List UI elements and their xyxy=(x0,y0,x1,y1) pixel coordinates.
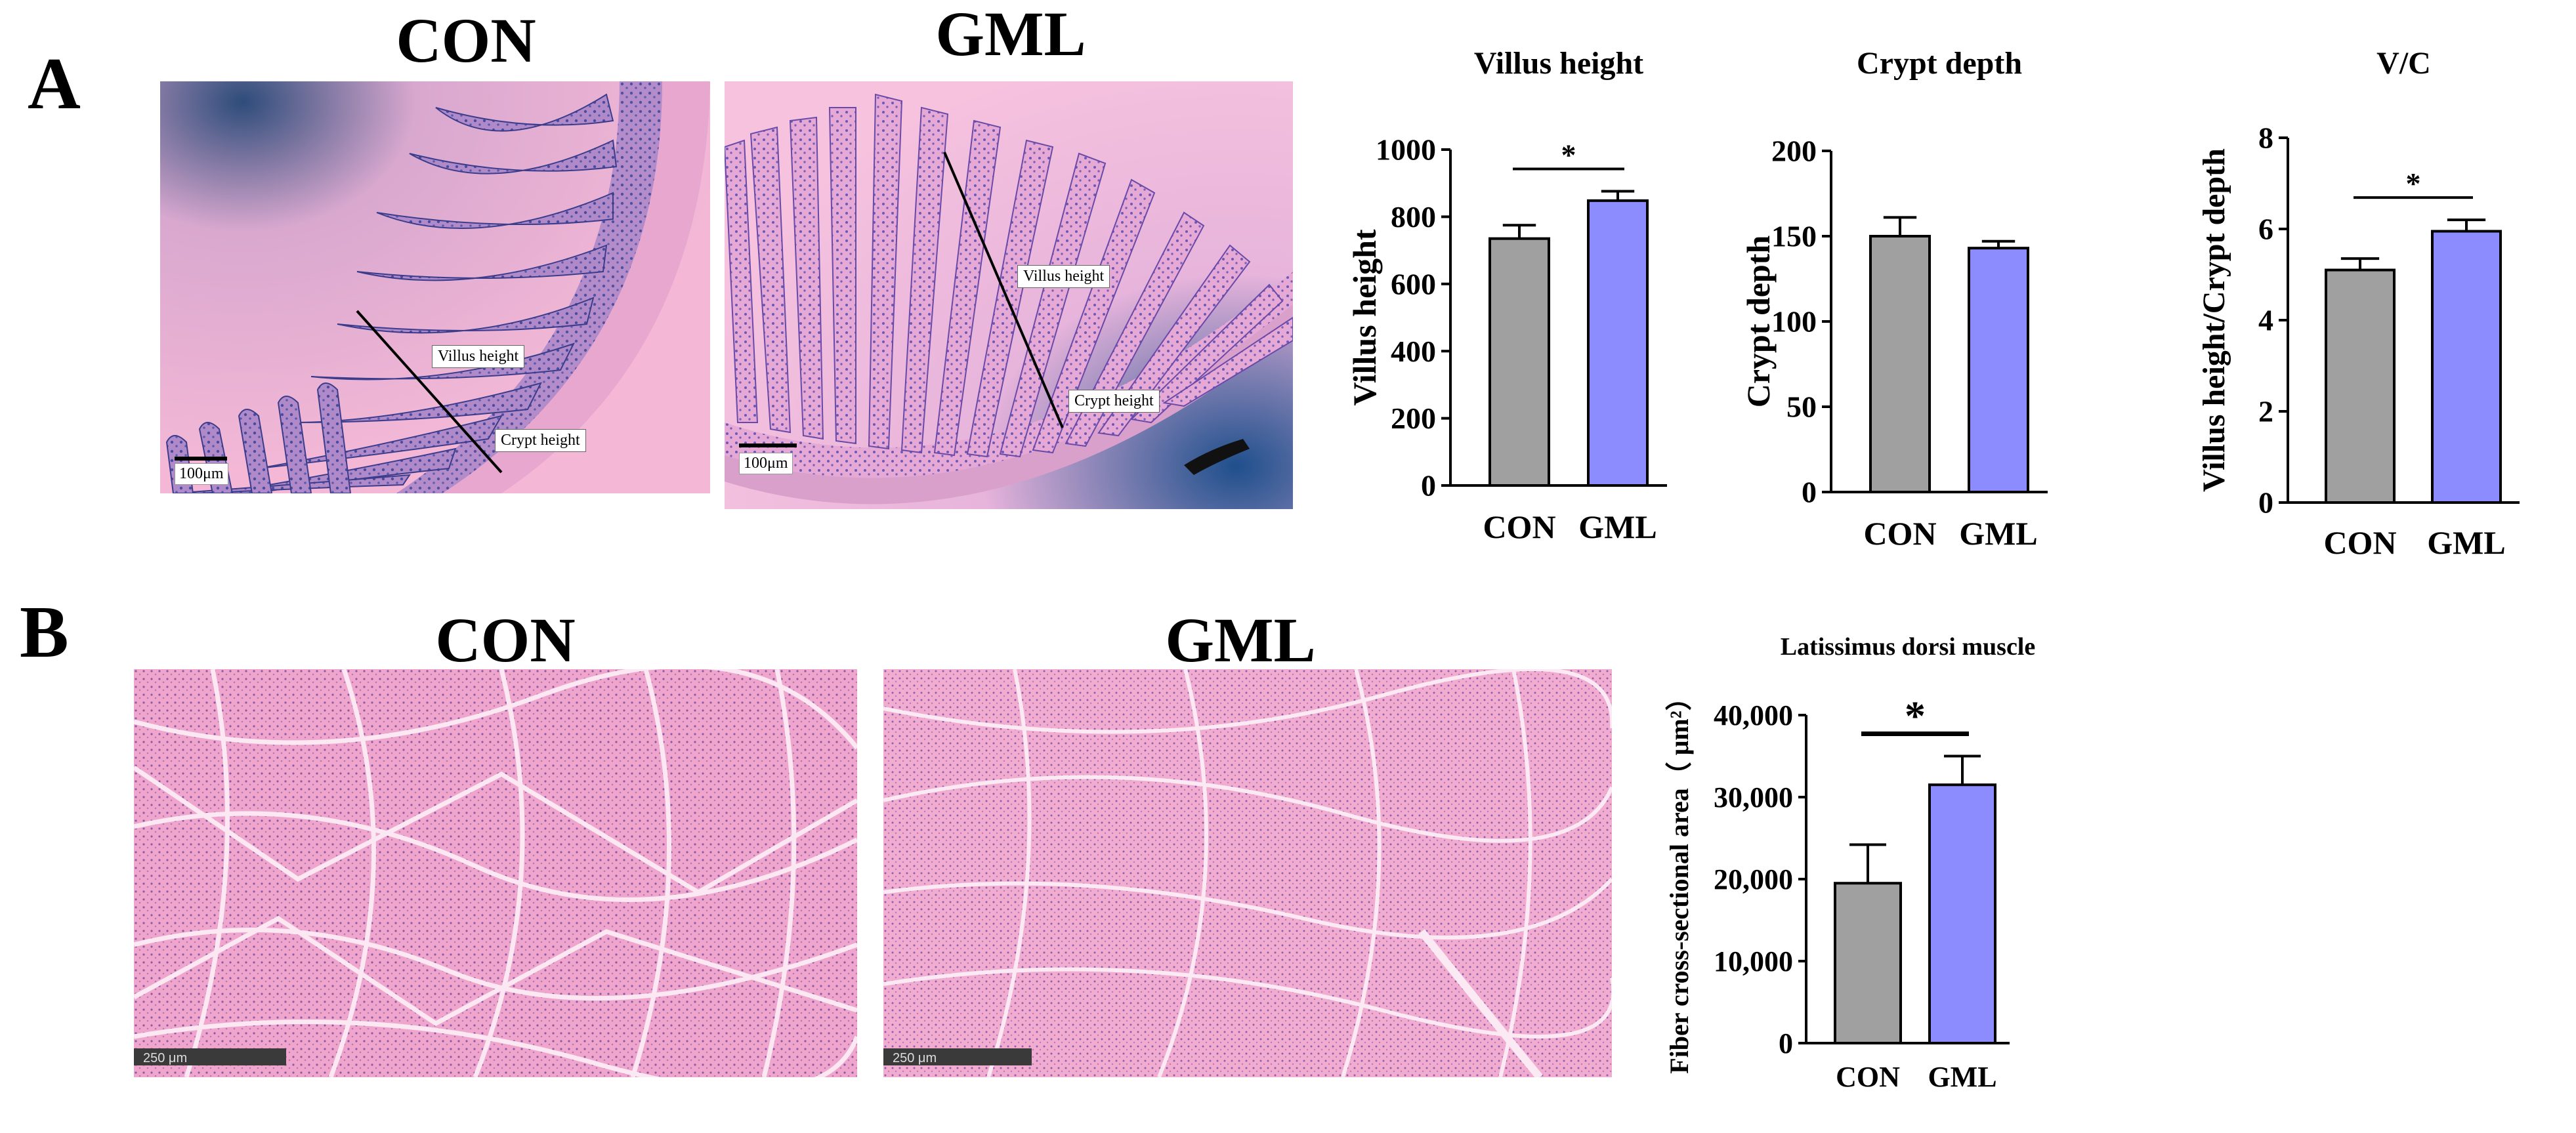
y-tick-label: 0 xyxy=(1421,469,1436,503)
significance-marker: * xyxy=(1905,693,1926,739)
bar-con xyxy=(1834,882,1902,1044)
annotation-crypt-height: Crypt height xyxy=(495,429,586,452)
panel-label-a: A xyxy=(28,43,81,125)
y-tick-label: 50 xyxy=(1786,390,1817,424)
y-tick-label: 800 xyxy=(1391,200,1436,234)
y-tick-label: 100 xyxy=(1771,305,1817,339)
bar-gml xyxy=(1928,783,1996,1044)
y-axis-label: Crypt depth xyxy=(1740,236,1777,408)
micrograph-gml-intestine: Villus height Crypt height 100μm xyxy=(725,81,1293,509)
y-axis-label: Villus height xyxy=(1346,229,1383,405)
x-tick-label: GML xyxy=(1928,1061,1996,1093)
image-title-con-a: CON xyxy=(396,5,536,75)
y-tick-label: 200 xyxy=(1771,134,1817,168)
significance-marker: * xyxy=(1561,138,1576,171)
y-tick-label: 6 xyxy=(2258,213,2273,246)
y-tick-label: 4 xyxy=(2258,304,2273,337)
y-tick-label: 1000 xyxy=(1376,133,1436,167)
x-tick-label: GML xyxy=(1959,515,2037,552)
scale-bar-label: 100μm xyxy=(175,463,228,485)
image-title-gml-b: GML xyxy=(1165,605,1316,675)
significance-marker: * xyxy=(2406,167,2421,200)
x-tick-label: GML xyxy=(2427,524,2505,561)
bar-gml xyxy=(1968,247,2029,493)
bar-gml xyxy=(2431,230,2502,504)
y-tick-label: 8 xyxy=(2258,121,2273,155)
x-tick-label: CON xyxy=(1863,515,1936,552)
y-tick-label: 20,000 xyxy=(1714,863,1793,896)
chart-villus-height: Villus height Villus height 0 200 400 600 800 1… xyxy=(1346,46,1667,545)
chart-title: Crypt depth xyxy=(1857,46,2022,81)
y-tick-label: 0 xyxy=(2258,486,2273,520)
chart-muscle-fiber-area: Latissimus dorsi muscle Fiber cross-secti… xyxy=(1664,633,2035,1093)
y-tick-label: 0 xyxy=(1802,476,1817,509)
annotation-villus-height-gml: Villus height xyxy=(1017,265,1110,288)
x-tick-label: CON xyxy=(1483,508,1555,545)
y-tick-label: 400 xyxy=(1391,335,1436,368)
micrograph-con-intestine: Villus height Crypt height 100μm xyxy=(160,81,710,493)
scale-bar-label-gml: 100μm xyxy=(739,453,793,474)
chart-crypt-depth: Crypt depth Crypt depth 0 50 100 150 200 CON GML xyxy=(1740,46,2048,552)
image-title-gml-a: GML xyxy=(935,0,1086,69)
y-tick-label: 600 xyxy=(1391,267,1436,300)
y-tick-label: 30,000 xyxy=(1714,781,1793,814)
annotation-crypt-height-gml: Crypt height xyxy=(1068,390,1160,413)
micrograph-con-muscle: 250 μm xyxy=(134,669,857,1077)
x-tick-label: CON xyxy=(2323,524,2396,561)
chart-title: Villus height xyxy=(1474,46,1643,81)
bar-con xyxy=(2325,268,2396,504)
y-tick-label: 150 xyxy=(1771,220,1817,253)
y-axis-label: Villus height/Crypt depth xyxy=(2197,148,2231,492)
bar-gml xyxy=(1587,199,1649,487)
y-tick-label: 10,000 xyxy=(1714,945,1793,978)
chart-title: V/C xyxy=(2376,46,2431,81)
bar-con xyxy=(1869,235,1931,493)
scale-bar-label-muscle-con: 250 μm xyxy=(143,1051,188,1065)
image-title-con-b: CON xyxy=(435,605,576,675)
chart-villus-crypt-ratio: V/C Villus height/Crypt depth 0 2 4 6 8 CON GML * xyxy=(2197,46,2520,561)
y-axis-label: Fiber cross-sectional area（ μm²） xyxy=(1664,684,1694,1073)
y-tick-label: 2 xyxy=(2258,395,2273,428)
scale-bar-label-muscle-gml: 250 μm xyxy=(893,1051,937,1065)
bar-con xyxy=(1489,237,1550,487)
y-tick-label: 200 xyxy=(1391,402,1436,435)
y-tick-label: 0 xyxy=(1779,1027,1793,1060)
y-tick-label: 40,000 xyxy=(1714,699,1793,731)
micrograph-gml-muscle: 250 μm xyxy=(883,669,1612,1077)
x-tick-label: GML xyxy=(1578,508,1657,545)
panel-label-b: B xyxy=(20,592,69,673)
x-tick-label: CON xyxy=(1836,1061,1900,1093)
chart-title: Latissimus dorsi muscle xyxy=(1781,633,2035,661)
annotation-villus-height: Villus height xyxy=(432,345,525,368)
